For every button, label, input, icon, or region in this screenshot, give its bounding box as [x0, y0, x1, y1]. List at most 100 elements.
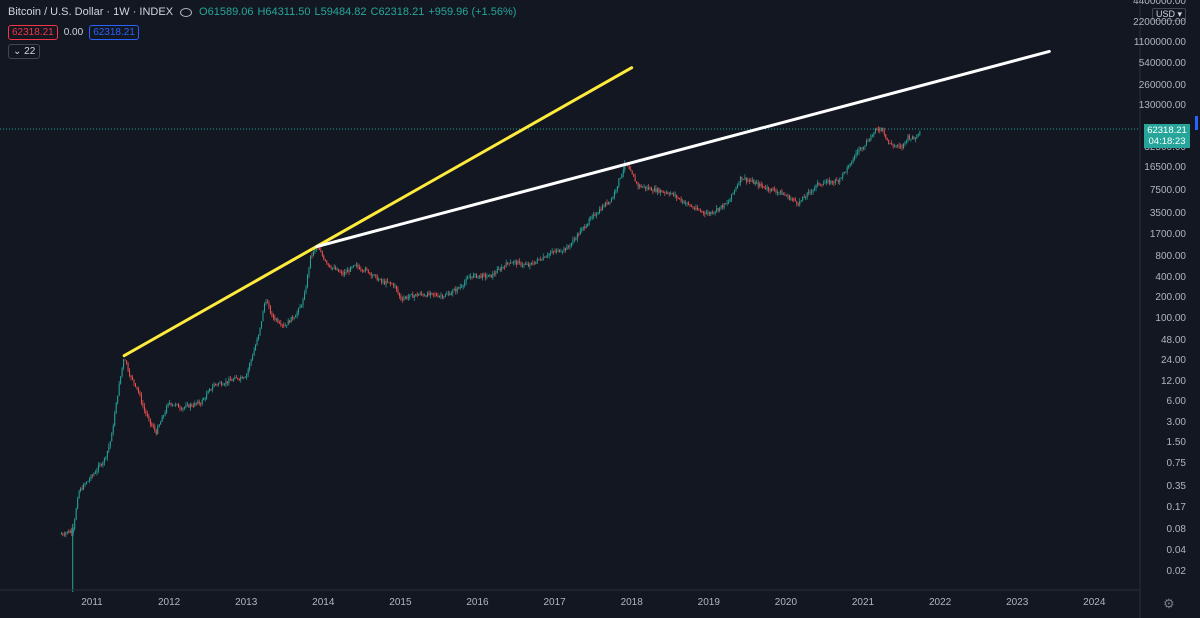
- time-tick-label: 2019: [697, 597, 720, 608]
- candle-body: [818, 182, 820, 185]
- candle-body: [560, 251, 562, 253]
- candle-body: [791, 198, 793, 200]
- candle-body: [397, 289, 399, 294]
- candle-body: [347, 270, 349, 273]
- candle-body: [695, 207, 697, 210]
- candle-body: [513, 261, 515, 263]
- candle-body: [421, 293, 423, 295]
- candle-body: [529, 263, 531, 267]
- candle-body: [272, 314, 274, 318]
- candle-body: [115, 402, 117, 414]
- candle-body: [338, 269, 340, 272]
- candle-body: [541, 259, 543, 261]
- candle-body: [459, 286, 461, 289]
- candle-body: [69, 530, 71, 533]
- candle-body: [390, 282, 392, 284]
- candle-body: [77, 498, 79, 509]
- candle-body: [521, 265, 523, 267]
- candle-body: [284, 325, 286, 327]
- candle-body: [164, 412, 166, 416]
- candle-body: [262, 311, 264, 322]
- gear-icon[interactable]: ⚙: [1163, 596, 1175, 611]
- candle-body: [728, 202, 730, 203]
- candle-body: [218, 383, 220, 385]
- candle-body: [191, 404, 193, 406]
- candle-body: [105, 457, 107, 459]
- candle-body: [707, 212, 709, 214]
- candle-body: [433, 293, 435, 295]
- candle-body: [296, 312, 298, 317]
- price-tick-label: 7500.00: [1149, 184, 1186, 196]
- price-tick-label: 0.17: [1166, 502, 1186, 514]
- candle-body: [278, 322, 280, 324]
- candle-body: [293, 317, 295, 319]
- candle-body: [121, 367, 123, 377]
- candle-body: [133, 379, 135, 384]
- candle-body: [845, 171, 847, 173]
- candle-body: [173, 404, 175, 406]
- buy-price-button[interactable]: 62318.21: [89, 25, 139, 40]
- candle-body: [320, 249, 322, 253]
- candle-body: [269, 306, 271, 314]
- candle-body: [711, 212, 713, 214]
- candle-body: [566, 246, 568, 251]
- candle-body: [621, 174, 623, 178]
- candle-body: [630, 169, 632, 171]
- candle-body: [247, 369, 249, 375]
- candle-body: [754, 182, 756, 184]
- candle-body: [889, 143, 891, 145]
- candle-body: [265, 301, 267, 304]
- price-tick-label: 3.00: [1166, 416, 1186, 428]
- candle-body: [696, 207, 698, 210]
- sell-price-button[interactable]: 62318.21: [8, 25, 58, 40]
- candle-body: [440, 295, 442, 297]
- candle-body: [487, 274, 489, 277]
- candle-body: [794, 199, 796, 202]
- candle-body: [189, 404, 191, 408]
- candle-body: [840, 177, 842, 179]
- candle-body: [756, 182, 758, 184]
- candle-body: [627, 164, 629, 167]
- candle-body: [852, 159, 854, 163]
- candle-body: [698, 209, 700, 211]
- candle-body: [837, 180, 839, 182]
- indicators-collapse-button[interactable]: ⌄ 22: [8, 44, 41, 59]
- price-tick-label: 1700.00: [1149, 228, 1186, 240]
- candle-body: [352, 265, 354, 267]
- price-tick-label: 2200000.00: [1133, 16, 1186, 28]
- eye-icon[interactable]: [180, 7, 193, 17]
- candle-body: [318, 247, 320, 250]
- candle-body: [468, 277, 470, 279]
- candle-body: [705, 213, 707, 214]
- candle-body: [587, 223, 589, 227]
- candle-body: [717, 208, 719, 211]
- price-tick-label: 6.00: [1166, 396, 1186, 408]
- candle-body: [443, 296, 445, 298]
- symbol-title[interactable]: Bitcoin / U.S. Dollar · 1W · INDEX: [8, 6, 174, 18]
- candle-body: [63, 534, 65, 536]
- currency-label: USD: [1156, 9, 1176, 19]
- candle-body: [416, 294, 418, 296]
- candle-body: [751, 180, 753, 182]
- candle-body: [435, 294, 437, 296]
- candle-body: [167, 403, 169, 407]
- candle-body: [903, 143, 905, 148]
- yellow-trendline: [122, 66, 634, 358]
- high-value: H64311.50: [257, 6, 311, 18]
- candle-body: [570, 242, 572, 247]
- candle-body: [894, 145, 896, 147]
- candle-body: [723, 203, 725, 208]
- candle-body: [292, 316, 294, 319]
- price-tick-label: 0.35: [1166, 480, 1186, 492]
- currency-select[interactable]: USD ▾: [1152, 8, 1187, 21]
- candle-body: [572, 239, 574, 243]
- candle-body: [290, 316, 292, 323]
- candle-body: [665, 192, 667, 194]
- candle-body: [109, 441, 111, 447]
- candle-body: [295, 316, 297, 318]
- candle-body: [787, 195, 789, 197]
- candle-body: [261, 321, 263, 328]
- candle-body: [664, 192, 666, 193]
- candle-body: [885, 134, 887, 138]
